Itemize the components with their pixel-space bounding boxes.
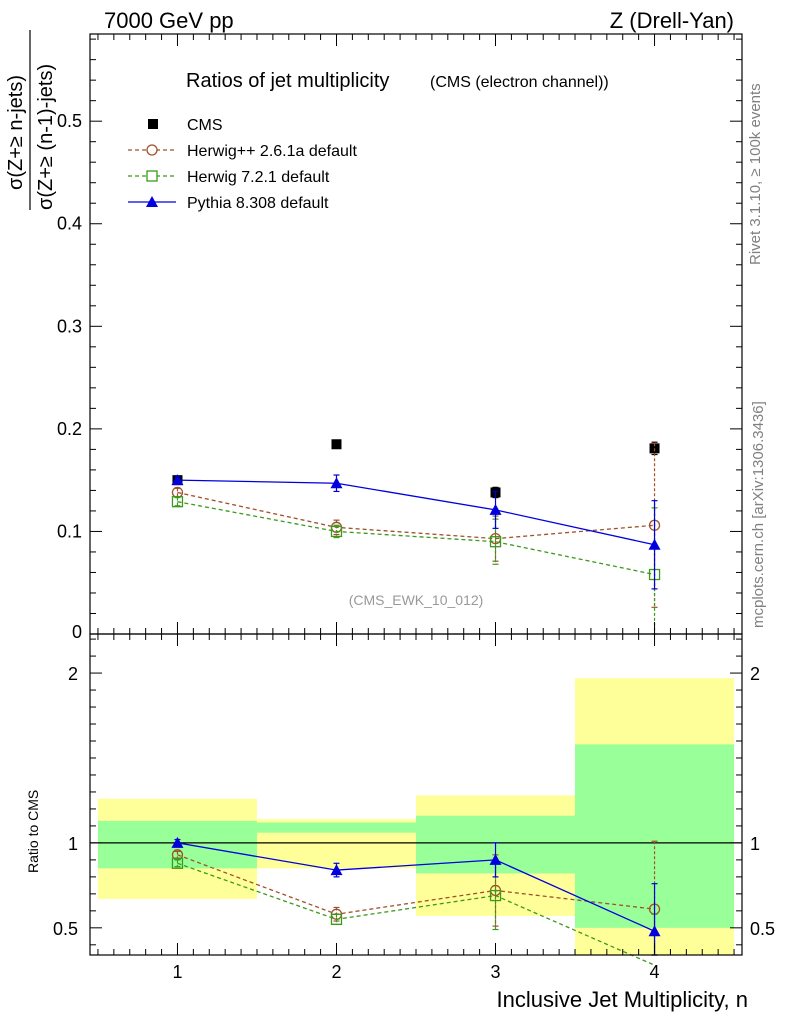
upper-herwig-7-2-1-default-line [177,501,655,576]
upper-pythia-8-308-default-line [177,479,655,546]
upper-herwig-7-2-1-default-point-1 [171,496,184,508]
upper-herwig-7-2-1-default-point-3 [489,536,502,548]
upper-herwig-2-6-1a-default-line [177,491,655,540]
legend-item-cms: CMS [148,117,223,134]
analysis-watermark: (CMS_EWK_10_012) [349,592,484,608]
upper-ytick-label: 0.1 [57,521,82,541]
ratio-ytick-label-left: 2 [68,664,78,684]
legend: CMS Herwig++ 2.6.1a default Herwig 7.2.1… [128,117,357,212]
legend-marker-herwig7 [146,170,158,182]
upper-ytick-label: 0.3 [57,316,82,336]
upper-herwig-2-6-1a-default-series [171,442,661,608]
ratio-pythia-8-308-default-point-2 [330,864,343,876]
legend-item-pythia: Pythia 8.308 default [128,195,329,212]
upper-ytick-label: 0.4 [57,214,82,234]
ratio-pythia-8-308-default-line [177,842,655,932]
mcplots-label: mcplots.cern.ch [arXiv:1306.3436] [750,401,767,628]
header-left: 7000 GeV pp [104,8,234,33]
legend-marker-herwigpp [146,144,158,156]
ratio-uncertainty-bands [90,678,742,955]
ratio-pythia-8-308-default-point-1 [171,836,184,848]
upper-pythia-8-308-default-point-3 [489,503,502,515]
ratio-ytick-label-right: 2 [750,664,760,684]
ratio-ytick-label-left: 0.5 [53,919,78,939]
legend-label-cms: CMS [187,117,223,134]
legend-item-herwigpp: Herwig++ 2.6.1a default [128,143,357,160]
legend-marker-pythia [146,196,158,207]
upper-cms-series [172,439,660,499]
lower-ylabel: Ratio to CMS [25,790,41,873]
upper-herwig-7-2-1-default-series [171,496,661,635]
ratio-ytick-label-left: 1 [68,834,78,854]
chart-marks [171,439,661,966]
xtick-label: 2 [331,962,341,982]
ratio-herwig-7-2-1-default-point-2 [330,913,343,925]
xtick-label: 1 [172,962,182,982]
legend-label-herwigpp: Herwig++ 2.6.1a default [187,143,357,160]
xtick-label: 3 [491,962,501,982]
ratio-ytick-label-right: 1 [750,834,760,854]
ratio-herwig-7-2-1-default-point-1 [171,857,184,869]
ratio-pythia-8-308-default-point-4 [648,925,661,937]
upper-ytick-label: 0.2 [57,419,82,439]
chart-subtitle: (CMS (electron channel)) [430,74,609,91]
legend-item-herwig7: Herwig 7.2.1 default [128,169,330,186]
ratio-herwig-7-2-1-default-point-3 [489,889,502,902]
legend-label-pythia: Pythia 8.308 default [187,195,329,212]
upper-ytick-label: 0.5 [57,111,82,131]
xtick-label: 4 [650,962,660,982]
ratio-herwig-7-2-1-default-line [177,862,655,966]
ratio-herwig-2-6-1a-default-line [177,854,655,915]
rivet-version-label: Rivet 3.1.10, ≥ 100k events [747,83,764,265]
upper-cms-point-2 [331,439,342,450]
x-axis-label: Inclusive Jet Multiplicity, n [497,987,748,1012]
upper-ytick-label-zero: 0 [72,622,82,642]
legend-label-herwig7: Herwig 7.2.1 default [187,169,330,186]
upper-pythia-8-308-default-point-4 [648,538,661,550]
ratio-ytick-label-right: 0.5 [750,919,775,939]
header-right: Z (Drell-Yan) [610,8,734,33]
upper-pythia-8-308-default-series [171,474,661,590]
upper-ylabel-denominator: σ(Z+≥ (n-1)-jets) [35,64,57,210]
ratio-pythia-8-308-default-point-3 [489,853,502,865]
upper-pythia-8-308-default-point-2 [330,477,343,489]
upper-ylabel-numerator: σ(Z+≥ n-jets) [5,75,27,190]
axes-frames: 0.1 0.2 0.3 0.4 0.5 0 1 2 3 4 0.5 0.5 1 1 2 2 [53,33,775,982]
chart-title: Ratios of jet multiplicity [186,70,389,92]
upper-pythia-8-308-default-point-1 [171,474,184,486]
upper-herwig-7-2-1-default-point-2 [330,525,343,538]
stat-band-2 [256,822,416,833]
legend-marker-cms [148,119,158,129]
